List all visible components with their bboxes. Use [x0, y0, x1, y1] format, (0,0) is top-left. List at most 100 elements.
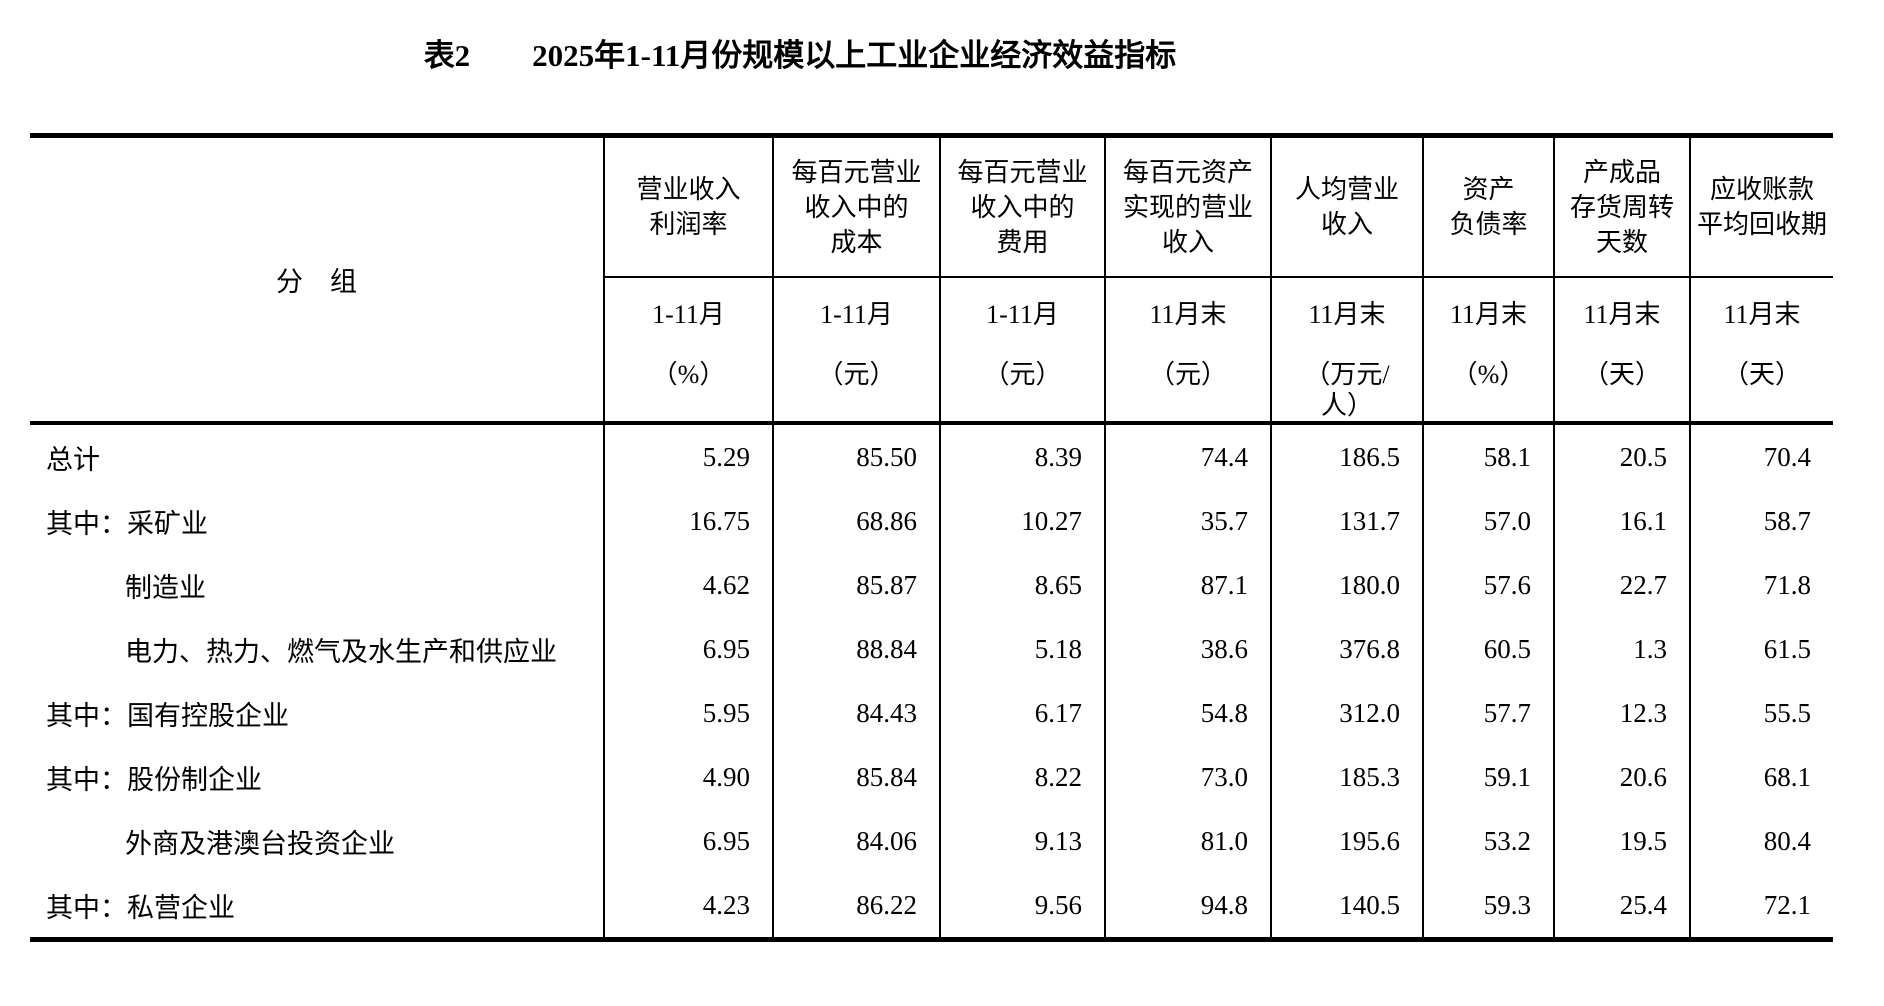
value-cell-1: 4.90	[603, 745, 773, 809]
value-cell-8: 71.8	[1689, 553, 1833, 617]
value-cell-7: 16.1	[1553, 489, 1690, 553]
column-header-1: 营业收入 利润率	[603, 135, 773, 278]
value-cell-5: 185.3	[1270, 745, 1423, 809]
unit-label: （万元/ 人）	[1304, 360, 1390, 420]
period-label: 1-11月	[986, 300, 1059, 329]
column-header-4: 每百元资产 实现的营业 收入	[1104, 135, 1271, 278]
value-cell-6: 58.1	[1422, 423, 1554, 489]
unit-label: （%）	[1451, 360, 1526, 389]
value-cell-3: 10.27	[939, 489, 1105, 553]
value-cell-2: 84.06	[772, 809, 940, 873]
unit-label: （元）	[817, 360, 896, 389]
period-label: 1-11月	[652, 300, 725, 329]
table-row: 其中：股份制企业 4.90 85.84 8.22 73.0 185.3 59.1 20.6 68…	[30, 745, 1833, 809]
column-subheader-5: 11月末 （万元/ 人）	[1270, 277, 1423, 425]
unit-label: （%）	[651, 360, 726, 389]
value-cell-7: 20.5	[1553, 423, 1690, 489]
row-label-text: 制造业	[125, 572, 206, 603]
period-label: 11月末	[1449, 300, 1528, 329]
value-cell-3: 6.17	[939, 681, 1105, 745]
row-label: 制造业	[30, 553, 604, 617]
header-period-unit-row: 1-11月 （%） 1-11月 （元） 1-11月 （元） 11月末 （元） 11月末 （万元/ …	[30, 277, 1833, 425]
value-cell-5: 180.0	[1270, 553, 1423, 617]
economic-indicators-table: 分 组 营业收入 利润率 每百元营业 收入中的 成本 每百元营业 收入中的 费用 每百…	[30, 133, 1833, 942]
row-label-prefix: 其中：	[46, 892, 127, 923]
value-cell-4: 94.8	[1104, 873, 1271, 940]
value-cell-2: 85.50	[772, 423, 940, 489]
value-cell-7: 12.3	[1553, 681, 1690, 745]
row-label: 其中：国有控股企业	[30, 681, 604, 745]
period-label: 1-11月	[820, 300, 893, 329]
unit-label: （天）	[1582, 360, 1661, 389]
value-cell-3: 9.13	[939, 809, 1105, 873]
value-cell-1: 6.95	[603, 617, 773, 681]
value-cell-4: 35.7	[1104, 489, 1271, 553]
row-label: 总计	[30, 423, 604, 489]
value-cell-6: 59.1	[1422, 745, 1554, 809]
row-label: 其中：采矿业	[30, 489, 604, 553]
column-header-8: 应收账款 平均回收期	[1689, 135, 1833, 278]
table-row: 总计 5.29 85.50 8.39 74.4 186.5 58.1 20.5 70.4	[30, 423, 1833, 489]
value-cell-5: 140.5	[1270, 873, 1423, 940]
value-cell-4: 87.1	[1104, 553, 1271, 617]
value-cell-7: 25.4	[1553, 873, 1690, 940]
value-cell-7: 1.3	[1553, 617, 1690, 681]
value-cell-8: 70.4	[1689, 423, 1833, 489]
row-label-text: 外商及港澳台投资企业	[125, 828, 395, 859]
column-subheader-1: 1-11月 （%）	[603, 277, 773, 425]
value-cell-2: 84.43	[772, 681, 940, 745]
value-cell-8: 61.5	[1689, 617, 1833, 681]
value-cell-1: 6.95	[603, 809, 773, 873]
column-header-6: 资产 负债率	[1422, 135, 1554, 278]
value-cell-4: 73.0	[1104, 745, 1271, 809]
value-cell-7: 19.5	[1553, 809, 1690, 873]
value-cell-2: 86.22	[772, 873, 940, 940]
row-label-text: 采矿业	[127, 508, 208, 539]
period-label: 11月末	[1723, 300, 1801, 329]
value-cell-8: 58.7	[1689, 489, 1833, 553]
value-cell-4: 74.4	[1104, 423, 1271, 489]
value-cell-1: 4.23	[603, 873, 773, 940]
value-cell-5: 376.8	[1270, 617, 1423, 681]
value-cell-5: 131.7	[1270, 489, 1423, 553]
column-header-5: 人均营业 收入	[1270, 135, 1423, 278]
value-cell-4: 38.6	[1104, 617, 1271, 681]
table-row: 其中：采矿业 16.75 68.86 10.27 35.7 131.7 57.0 16.1 58…	[30, 489, 1833, 553]
value-cell-1: 16.75	[603, 489, 773, 553]
value-cell-6: 59.3	[1422, 873, 1554, 940]
value-cell-6: 57.0	[1422, 489, 1554, 553]
unit-label: （元）	[1148, 360, 1227, 389]
value-cell-6: 60.5	[1422, 617, 1554, 681]
table-row: 其中：私营企业 4.23 86.22 9.56 94.8 140.5 59.3 25.4 72.…	[30, 873, 1833, 940]
column-header-2: 每百元营业 收入中的 成本	[772, 135, 940, 278]
value-cell-1: 5.29	[603, 423, 773, 489]
period-label: 11月末	[1583, 300, 1661, 329]
value-cell-2: 68.86	[772, 489, 940, 553]
row-label-prefix: 其中：	[46, 700, 127, 731]
value-cell-8: 68.1	[1689, 745, 1833, 809]
value-cell-3: 9.56	[939, 873, 1105, 940]
value-cell-2: 85.84	[772, 745, 940, 809]
value-cell-7: 20.6	[1553, 745, 1690, 809]
unit-label: （元）	[983, 360, 1062, 389]
value-cell-2: 88.84	[772, 617, 940, 681]
value-cell-4: 54.8	[1104, 681, 1271, 745]
value-cell-7: 22.7	[1553, 553, 1690, 617]
value-cell-8: 72.1	[1689, 873, 1833, 940]
row-label: 其中：股份制企业	[30, 745, 604, 809]
row-label-text: 私营企业	[127, 892, 235, 923]
value-cell-5: 195.6	[1270, 809, 1423, 873]
value-cell-5: 312.0	[1270, 681, 1423, 745]
period-label: 11月末	[1308, 300, 1386, 329]
row-label: 电力、热力、燃气及水生产和供应业	[30, 617, 604, 681]
row-label-text: 电力、热力、燃气及水生产和供应业	[125, 636, 557, 667]
row-label-text: 股份制企业	[127, 764, 262, 795]
column-subheader-3: 1-11月 （元）	[939, 277, 1105, 425]
row-label-text: 国有控股企业	[127, 700, 289, 731]
value-cell-1: 4.62	[603, 553, 773, 617]
page-title: 表2 2025年1-11月份规模以上工业企业经济效益指标	[423, 38, 1177, 73]
value-cell-8: 80.4	[1689, 809, 1833, 873]
value-cell-5: 186.5	[1270, 423, 1423, 489]
row-label-prefix: 其中：	[46, 508, 127, 539]
value-cell-2: 85.87	[772, 553, 940, 617]
